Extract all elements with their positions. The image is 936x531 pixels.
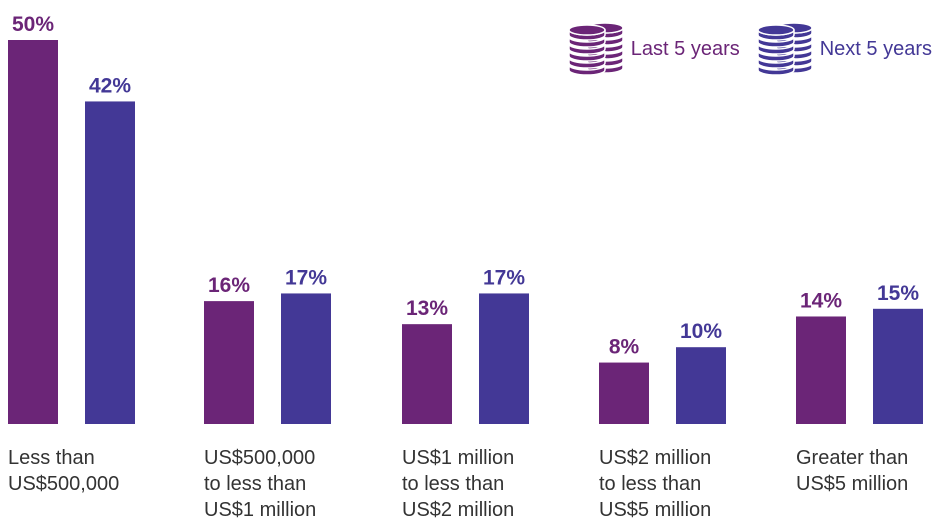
- legend-label-next-5-years: Next 5 years: [819, 37, 932, 60]
- category-label-line: US$5 million: [599, 499, 712, 521]
- category-label-2: US$1 million to less than US$2 million: [402, 445, 562, 523]
- legend: Last 5 years Next 5 years: [551, 20, 932, 78]
- data-label-next-5-years-0: 42%: [89, 74, 131, 97]
- category-label-line: Greater than: [796, 447, 909, 469]
- category-label-line: US$500,000: [204, 447, 316, 469]
- data-label-last-5-years-1: 16%: [208, 274, 250, 297]
- data-label-last-5-years-0: 50%: [12, 13, 54, 36]
- data-label-last-5-years-3: 8%: [609, 336, 640, 359]
- legend-item-last-5-years: Last 5 years: [565, 20, 740, 78]
- category-label-line: US$5 million: [796, 473, 909, 495]
- bar-last-5-years-1: [204, 301, 254, 424]
- category-label-1: US$500,000 to less than US$1 million: [204, 445, 364, 523]
- bar-last-5-years-2: [402, 324, 452, 424]
- bar-last-5-years-4: [796, 316, 846, 424]
- category-label-line: to less than: [402, 473, 505, 495]
- legend-label-last-5-years: Last 5 years: [630, 37, 740, 60]
- bar-next-5-years-0: [85, 101, 135, 424]
- bar-next-5-years-4: [873, 308, 923, 424]
- category-label-line: US$2 million: [599, 447, 712, 469]
- category-label-4: Greater than US$5 million: [796, 445, 936, 497]
- data-label-next-5-years-4: 15%: [877, 282, 919, 305]
- bar-next-5-years-2: [479, 293, 529, 424]
- category-label-line: US$1 million: [402, 447, 515, 469]
- category-label-line: Less than: [8, 447, 95, 469]
- category-label-line: US$1 million: [204, 499, 317, 521]
- coin-stack-icon: [756, 22, 813, 76]
- bar-next-5-years-3: [676, 347, 726, 424]
- bar-last-5-years-3: [599, 362, 649, 424]
- category-label-line: to less than: [204, 473, 307, 495]
- data-label-next-5-years-3: 10%: [680, 320, 722, 343]
- data-label-next-5-years-1: 17%: [285, 266, 327, 289]
- bar-last-5-years-0: [8, 40, 58, 424]
- data-label-last-5-years-2: 13%: [406, 297, 448, 320]
- bar-next-5-years-1: [281, 293, 331, 424]
- data-label-next-5-years-2: 17%: [483, 266, 525, 289]
- category-label-line: US$2 million: [402, 499, 515, 521]
- category-label-line: US$500,000: [8, 473, 120, 495]
- category-label-line: to less than: [599, 473, 702, 495]
- legend-item-next-5-years: Next 5 years: [754, 20, 932, 78]
- category-label-3: US$2 million to less than US$5 million: [599, 445, 759, 523]
- category-label-0: Less than US$500,000: [8, 445, 168, 497]
- data-label-last-5-years-4: 14%: [800, 289, 842, 312]
- coin-stack-icon: [568, 22, 624, 76]
